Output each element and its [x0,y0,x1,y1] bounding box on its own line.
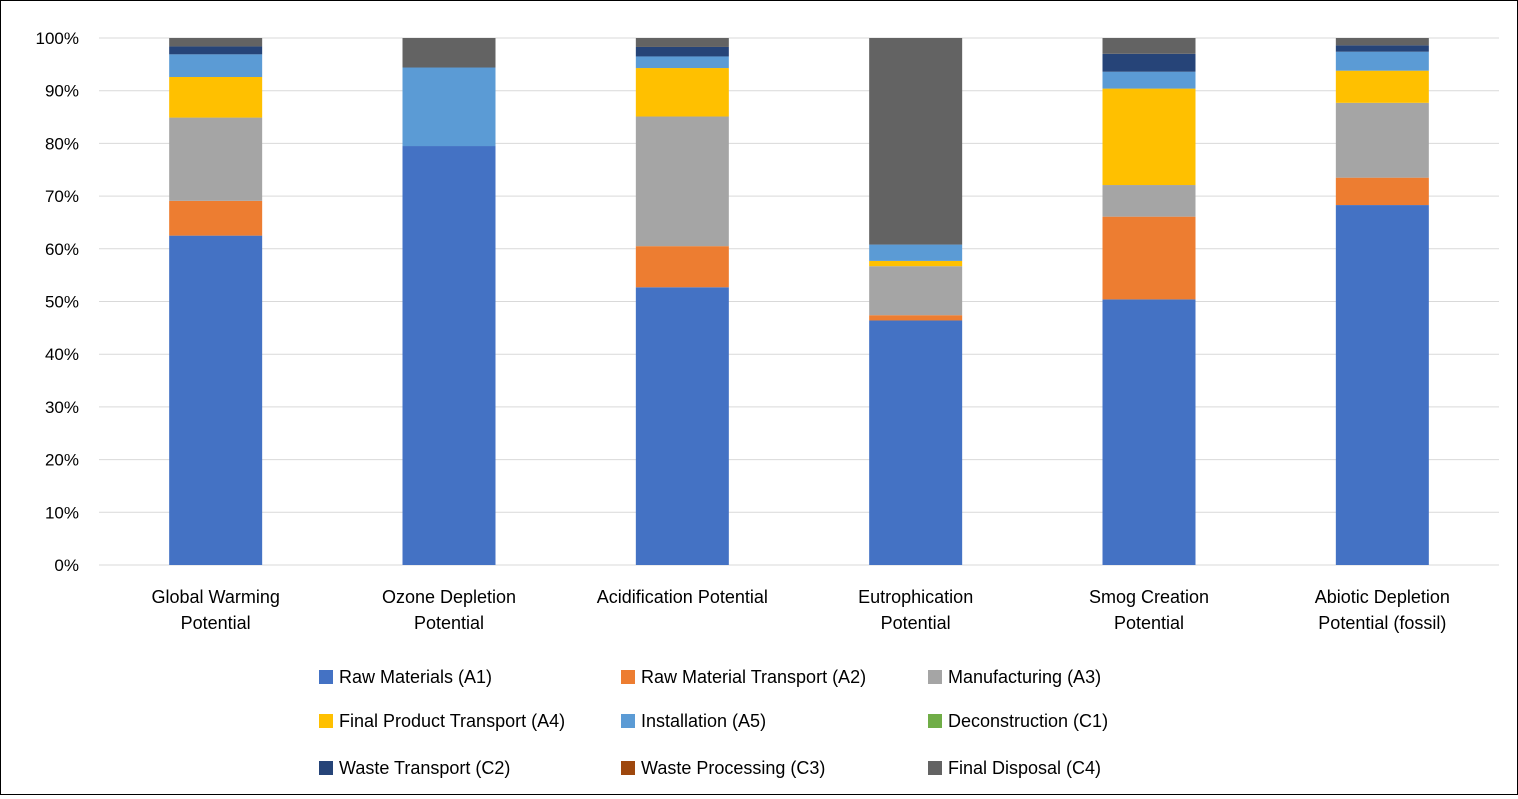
bar-segment-raw-materials-a1 [1335,205,1429,565]
bar-segment-installation-a5 [635,56,729,69]
legend-label: Installation (A5) [641,711,766,731]
x-tick-label: Abiotic Depletion [1315,587,1450,607]
y-tick-label: 40% [45,345,79,364]
bar-segment-final-product-transport-a4 [1335,70,1429,103]
x-axis-category-labels: Global Warming Potential Ozone Depletion Po… [151,587,1449,633]
y-tick-label: 60% [45,240,79,259]
bar-segment-manufacturing-a3 [869,266,963,316]
legend-label: Final Product Transport (A4) [339,711,565,731]
y-tick-label: 30% [45,398,79,417]
bar-segment-final-disposal-c4 [1102,38,1196,54]
x-tick-label: Smog Creation [1089,587,1209,607]
legend-swatch [319,670,333,684]
bar-segment-final-product-transport-a4 [869,260,963,267]
legend-item-manufacturing-a3: Manufacturing (A3) [928,667,1101,687]
x-tick-label: Potential [414,613,484,633]
legend: Raw Materials (A1) Raw Material Transport… [319,667,1108,778]
bar-segment-waste-transport-c2 [1102,53,1196,72]
bar-segment-raw-materials-a1 [1102,299,1196,565]
x-tick-label: Ozone Depletion [382,587,516,607]
legend-swatch [928,714,942,728]
legend-label: Final Disposal (C4) [948,758,1101,778]
y-tick-label: 80% [45,134,79,153]
bar-segment-raw-materials-a1 [869,320,963,565]
bar-segment-manufacturing-a3 [635,116,729,247]
bar-segment-raw-materials-a1 [635,287,729,565]
legend-swatch [621,670,635,684]
bar-segment-manufacturing-a3 [1335,102,1429,178]
legend-label: Raw Material Transport (A2) [641,667,866,687]
bars [169,38,1429,565]
y-axis-tick-labels: 0% 10% 20% 30% 40% 50% 60% 70% 80% 90% 100% [36,29,79,575]
legend-label: Waste Processing (C3) [641,758,825,778]
legend-item-final-product-transport-a4: Final Product Transport (A4) [319,711,565,731]
legend-swatch [928,670,942,684]
bar-segment-installation-a5 [402,67,496,147]
bar-segment-final-product-transport-a4 [169,76,263,118]
legend-label: Waste Transport (C2) [339,758,510,778]
bar-segment-final-disposal-c4 [869,38,963,245]
bar-segment-installation-a5 [169,54,263,77]
bar-segment-raw-materials-a1 [169,235,263,565]
bar-segment-installation-a5 [1335,51,1429,71]
y-tick-label: 20% [45,451,79,470]
y-tick-label: 50% [45,293,79,312]
bar-segment-raw-material-transport-a2 [869,315,963,321]
y-tick-label: 70% [45,187,79,206]
bar-segment-final-disposal-c4 [402,38,496,68]
legend-swatch [928,761,942,775]
x-tick-label: Potential (fossil) [1318,613,1446,633]
legend-item-raw-materials-a1: Raw Materials (A1) [319,667,492,687]
bar-segment-final-product-transport-a4 [1102,88,1196,186]
bar-segment-manufacturing-a3 [169,117,263,201]
bar-segment-final-disposal-c4 [169,38,263,47]
legend-item-installation-a5: Installation (A5) [621,711,766,731]
legend-label: Manufacturing (A3) [948,667,1101,687]
bar-segment-installation-a5 [1102,71,1196,89]
bar-segment-installation-a5 [869,244,963,261]
bar-segment-final-disposal-c4 [635,38,729,47]
legend-label: Deconstruction (C1) [948,711,1108,731]
bar-segment-final-disposal-c4 [1335,38,1429,46]
x-tick-label: Potential [881,613,951,633]
legend-swatch [319,761,333,775]
x-tick-label: Potential [181,613,251,633]
y-tick-label: 10% [45,503,79,522]
legend-item-raw-material-transport-a2: Raw Material Transport (A2) [621,667,866,687]
x-tick-label: Acidification Potential [597,587,768,607]
legend-swatch [621,761,635,775]
y-tick-label: 90% [45,82,79,101]
legend-item-waste-transport-c2: Waste Transport (C2) [319,758,510,778]
legend-label: Raw Materials (A1) [339,667,492,687]
bar-segment-raw-materials-a1 [402,146,496,565]
legend-swatch [621,714,635,728]
x-tick-label: Potential [1114,613,1184,633]
bar-segment-waste-transport-c2 [635,46,729,57]
gridlines [99,37,1499,566]
legend-swatch [319,714,333,728]
bar-segment-manufacturing-a3 [1102,185,1196,217]
bar-segment-raw-material-transport-a2 [169,200,263,236]
y-tick-label: 0% [54,556,79,575]
bar-segment-waste-transport-c2 [169,46,263,55]
legend-item-waste-processing-c3: Waste Processing (C3) [621,758,825,778]
legend-item-deconstruction-c1: Deconstruction (C1) [928,711,1108,731]
bar-segment-raw-material-transport-a2 [1102,216,1196,300]
bar-segment-raw-material-transport-a2 [1335,177,1429,206]
bar-segment-raw-material-transport-a2 [635,246,729,288]
bar-segment-final-product-transport-a4 [635,68,729,117]
x-tick-label: Eutrophication [858,587,973,607]
legend-item-final-disposal-c4: Final Disposal (C4) [928,758,1101,778]
x-tick-label: Global Warming [151,587,279,607]
y-tick-label: 100% [36,29,79,48]
bar-segment-waste-transport-c2 [1335,45,1429,52]
